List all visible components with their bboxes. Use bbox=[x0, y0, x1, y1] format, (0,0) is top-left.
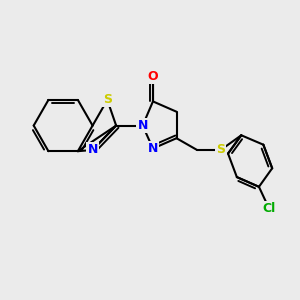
Text: N: N bbox=[137, 119, 148, 132]
Text: N: N bbox=[87, 143, 98, 157]
Text: N: N bbox=[148, 142, 158, 155]
Text: Cl: Cl bbox=[262, 202, 276, 215]
Text: S: S bbox=[103, 93, 112, 106]
Text: O: O bbox=[148, 70, 158, 83]
Text: S: S bbox=[216, 143, 225, 157]
